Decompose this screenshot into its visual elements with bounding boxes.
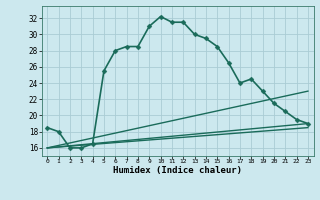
X-axis label: Humidex (Indice chaleur): Humidex (Indice chaleur) bbox=[113, 166, 242, 175]
